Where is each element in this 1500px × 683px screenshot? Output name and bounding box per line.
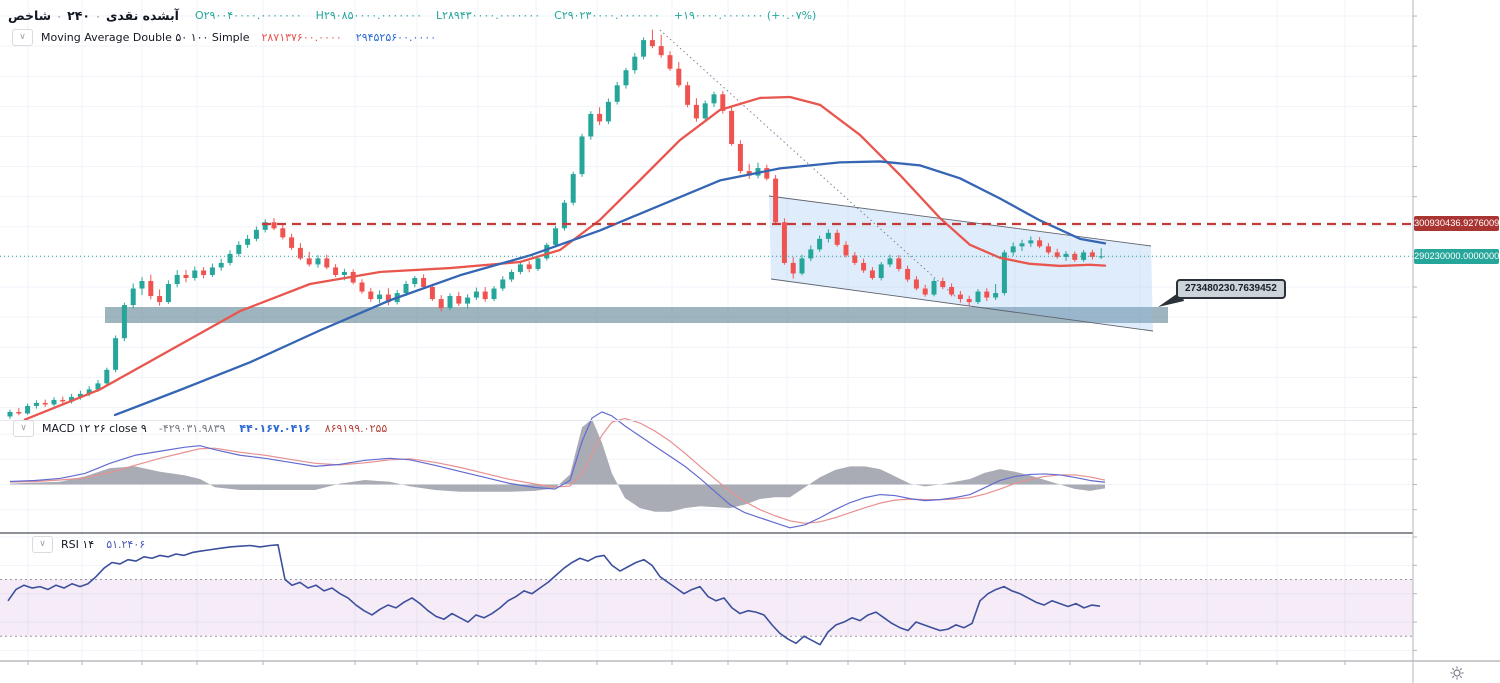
macd-indicator-label[interactable]: MACD ۱۲ ۲۶ close ۹: [42, 422, 147, 435]
ohlc-close-value: C۲۹۰۲۳۰۰۰۰.۰۰۰۰۰۰۰: [554, 9, 660, 22]
macd-legend-row: ∨ MACD ۱۲ ۲۶ close ۹ -۴۲۹۰۳۱.۹۸۳۹ ۴۴۰۱۶۷…: [13, 420, 401, 437]
ma-fast-value: ۲۸۷۱۳۷۶۰۰.۰۰۰۰: [261, 31, 342, 44]
rsi-legend-row: ∨ RSI ۱۴ ۵۱.۲۴۰۶: [32, 536, 159, 553]
ohlc-high-value: H۲۹۰۸۵۰۰۰۰.۰۰۰۰۰۰۰: [315, 9, 422, 22]
alert-price-badge: 300930436.9276009: [1414, 216, 1499, 232]
ma-slow-value: ۲۹۴۵۲۵۶۰۰.۰۰۰۰: [355, 31, 437, 44]
time-axis[interactable]: Feb5111620Mar5101525Apr8131722May6101316…: [0, 661, 1413, 683]
symbol-description: آبشده نقدی: [105, 8, 179, 23]
symbol-legend-row: شاخص · ۲۴۰ · آبشده نقدی O۲۹۰۰۴۰۰۰۰.۰۰۰۰۰…: [8, 8, 830, 23]
rsi-indicator-label[interactable]: RSI ۱۴: [61, 538, 95, 551]
macd-signal-value: ۸۶۹۱۹۹.۰۲۵۵: [324, 422, 388, 435]
settings-icon[interactable]: [1449, 665, 1465, 681]
ohlc-open-value: O۲۹۰۰۴۰۰۰۰.۰۰۰۰۰۰۰: [194, 9, 302, 22]
separator-dot: ·: [95, 8, 100, 23]
price-axis[interactable]: 370000000.0000000360000000.0000000350000…: [1413, 0, 1500, 661]
ohlc-low-value: L۲۸۹۴۳۰۰۰۰.۰۰۰۰۰۰۰: [435, 9, 541, 22]
chevron-down-icon[interactable]: ∨: [32, 536, 53, 553]
price-callout[interactable]: 273480230.7639452: [1176, 279, 1286, 299]
macd-line-value: ۴۴۰۱۶۷.۰۴۱۶: [239, 422, 311, 435]
symbol-title[interactable]: شاخص: [8, 8, 52, 23]
separator-dot: ·: [57, 8, 62, 23]
rsi-value: ۵۱.۲۴۰۶: [106, 538, 146, 551]
ma-legend-row: ∨ Moving Average Double ۵۰ ۱۰۰ Simple ۲۸…: [12, 29, 450, 46]
macd-hist-value: -۴۲۹۰۳۱.۹۸۳۹: [158, 422, 226, 435]
change-value: +۱۹۰۰۰۰.۰۰۰۰۰۰۰ (+۰.۰۷%): [673, 9, 817, 22]
chevron-down-icon[interactable]: ∨: [12, 29, 33, 46]
current-price-badge: 290230000.0000000: [1414, 248, 1499, 264]
chevron-down-icon[interactable]: ∨: [13, 420, 34, 437]
symbol-interval[interactable]: ۲۴۰: [67, 8, 90, 23]
ma-indicator-label[interactable]: Moving Average Double ۵۰ ۱۰۰ Simple: [41, 31, 250, 44]
